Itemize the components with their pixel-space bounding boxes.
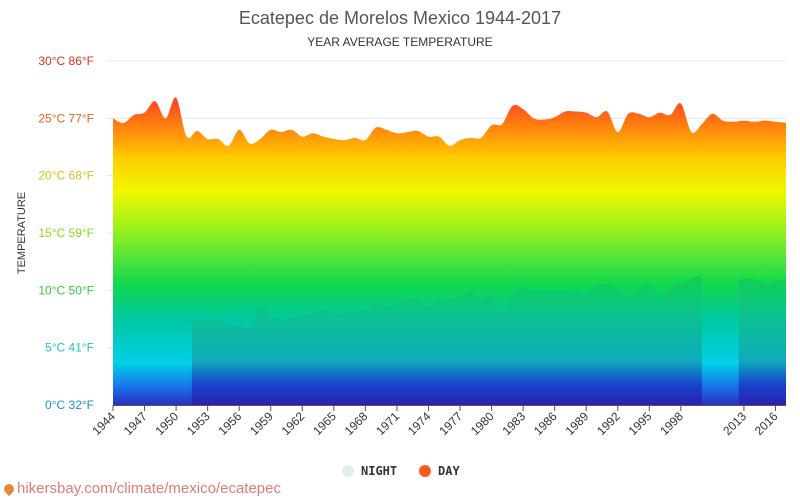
y-tick-label: 20°C 68°F	[38, 169, 94, 183]
y-axis-label: TEMPERATURE	[16, 192, 28, 274]
x-tick-label: 1983	[499, 409, 528, 438]
night-area[interactable]	[738, 278, 786, 405]
x-tick-label: 1998	[657, 409, 686, 438]
y-tick-label: 10°C 50°F	[38, 283, 94, 297]
y-tick-label: 0°C 32°F	[45, 398, 94, 412]
x-tick-label: 1986	[531, 409, 560, 438]
legend-night-label[interactable]: NIGHT	[361, 464, 397, 478]
legend: NIGHT DAY	[342, 464, 460, 478]
x-tick-label: 1989	[563, 409, 592, 438]
watermark-text: hikersbay.com/climate/mexico/ecatepec	[17, 480, 281, 497]
x-tick-label: 1962	[279, 409, 308, 438]
y-tick-label: 15°C 59°F	[38, 226, 94, 240]
y-axis: 0°C 32°F 5°C 41°F 10°C 50°F 15°C 59°F 20°C 6…	[38, 54, 94, 412]
x-tick-label: 2013	[720, 409, 749, 438]
y-tick-label: 30°C 86°F	[38, 54, 94, 68]
x-tick-label: 1944	[89, 409, 118, 438]
x-axis-ticks: 1944 1947 1950 1953 1956 1959 1962 1965 1968 1971…	[89, 405, 781, 438]
x-tick-label: 1965	[310, 409, 339, 438]
x-tick-label: 1959	[247, 409, 276, 438]
x-tick-label: 1992	[594, 409, 623, 438]
x-tick-label: 1977	[436, 409, 465, 438]
legend-day-label[interactable]: DAY	[438, 464, 460, 478]
x-tick-label: 1980	[468, 409, 497, 438]
legend-day-marker[interactable]	[419, 465, 431, 477]
x-tick-label: 2016	[752, 409, 781, 438]
x-tick-label: 1971	[373, 409, 402, 438]
x-tick-label: 1974	[405, 409, 434, 438]
chart-title: Ecatepec de Morelos Mexico 1944-2017	[239, 8, 561, 28]
legend-night-marker[interactable]	[342, 465, 354, 477]
x-tick-label: 1995	[626, 409, 655, 438]
y-tick-label: 25°C 77°F	[38, 111, 94, 125]
x-tick-label: 1968	[342, 409, 371, 438]
x-tick-label: 1950	[152, 409, 181, 438]
chart-subtitle: YEAR AVERAGE TEMPERATURE	[307, 35, 492, 49]
x-tick-label: 1947	[121, 409, 150, 438]
x-tick-label: 1953	[184, 409, 213, 438]
map-pin-icon	[1, 481, 17, 497]
night-series	[191, 274, 786, 405]
source-watermark[interactable]: hikersbay.com/climate/mexico/ecatepec	[1, 480, 281, 497]
y-tick-label: 5°C 41°F	[45, 341, 94, 355]
night-area[interactable]	[191, 274, 702, 405]
x-tick-label: 1956	[216, 409, 245, 438]
